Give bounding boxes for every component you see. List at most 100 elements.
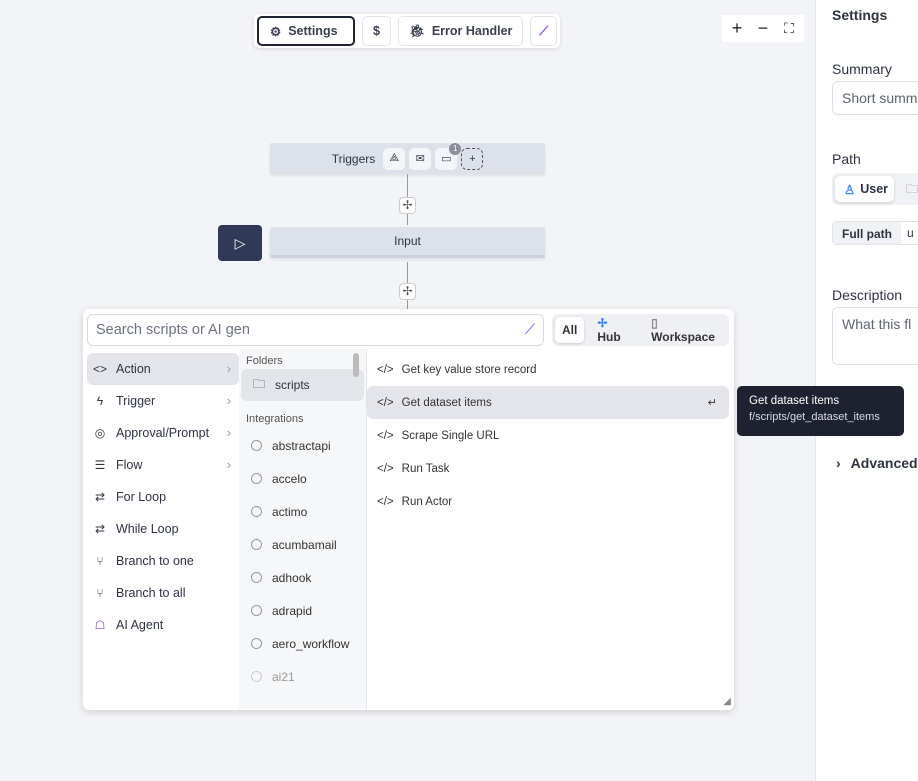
integration-item[interactable]: adhook bbox=[239, 561, 366, 594]
settings-label: Settings bbox=[288, 24, 338, 38]
integration-item[interactable]: aero_workflow bbox=[239, 627, 366, 660]
advanced-section-toggle[interactable]: › Advanced bbox=[836, 455, 918, 471]
code-icon: <> bbox=[93, 362, 108, 376]
integration-icon bbox=[251, 539, 262, 550]
full-path-field[interactable]: Full path u bbox=[832, 221, 918, 245]
hub-icon: ✢ bbox=[597, 316, 608, 330]
integrations-header: Integrations bbox=[246, 413, 304, 425]
ai-gen-icon[interactable]: ⟋ bbox=[524, 322, 535, 338]
input-label: Input bbox=[394, 234, 421, 248]
advanced-label: Advanced bbox=[850, 455, 918, 471]
workspace-icon: ▯ bbox=[651, 316, 658, 330]
integration-icon bbox=[251, 506, 262, 517]
category-label: Action bbox=[116, 362, 151, 376]
integration-icon bbox=[251, 605, 262, 616]
filter-workspace[interactable]: ▯ Workspace bbox=[644, 310, 726, 350]
insert-step-button[interactable]: ✢ bbox=[399, 283, 416, 300]
folders-header: Folders bbox=[246, 355, 283, 367]
trigger-count-badge: 1 bbox=[449, 142, 462, 155]
search-input[interactable]: Search scripts or AI gen ⟋ bbox=[87, 314, 544, 346]
webhook-icon[interactable]: ⟁ bbox=[383, 147, 406, 170]
script-item[interactable]: </> Get dataset items ↵ bbox=[367, 386, 729, 419]
category-action[interactable]: <> Action › bbox=[87, 353, 239, 385]
script-tooltip: Get dataset items f/scripts/get_dataset_… bbox=[737, 386, 904, 436]
scrollbar-thumb[interactable] bbox=[353, 353, 359, 377]
script-label: Get dataset items bbox=[401, 396, 492, 409]
check-circle-icon: ◎ bbox=[94, 426, 106, 440]
description-label: Description bbox=[832, 287, 903, 303]
resize-handle[interactable]: ◢ bbox=[723, 696, 731, 707]
script-list: </> Get key value store record </> Get dat… bbox=[367, 353, 729, 518]
flow-canvas: ⚙ Settings $ 🐞︎ Error Handler ⟋ + − ⛶ Trig… bbox=[83, 14, 804, 710]
category-trigger[interactable]: ϟ Trigger › bbox=[87, 385, 239, 417]
error-handler-label: Error Handler bbox=[431, 24, 513, 38]
integration-icon bbox=[251, 473, 262, 484]
integration-item[interactable]: adrapid bbox=[239, 594, 366, 627]
category-label: While Loop bbox=[116, 522, 179, 536]
description-input[interactable]: What this fl bbox=[832, 307, 918, 365]
branch-icon: ⑂ bbox=[96, 586, 104, 600]
category-branch-all[interactable]: ⑂ Branch to all bbox=[87, 577, 239, 609]
category-ai-agent[interactable]: ☖ AI Agent bbox=[87, 609, 239, 641]
fit-view-button[interactable]: ⛶ bbox=[784, 20, 794, 36]
integration-item[interactable]: accelo bbox=[239, 462, 366, 495]
zoom-out-button[interactable]: − bbox=[757, 18, 769, 38]
category-while-loop[interactable]: ⇄ While Loop bbox=[87, 513, 239, 545]
enter-key-icon: ↵ bbox=[707, 397, 717, 409]
pricing-button[interactable]: $ bbox=[362, 16, 391, 46]
menu-icon: ☰ bbox=[94, 458, 106, 472]
zoom-in-button[interactable]: + bbox=[731, 18, 743, 38]
test-flow-button[interactable]: ▷ bbox=[218, 225, 262, 261]
calendar-icon[interactable]: ▭ 1 bbox=[435, 142, 462, 170]
summary-input[interactable]: Short summ bbox=[832, 81, 918, 115]
repeat-icon: ⇄ bbox=[94, 522, 106, 536]
integration-item[interactable]: abstractapi bbox=[239, 429, 366, 462]
user-tab[interactable]: ♙ User bbox=[835, 176, 894, 202]
integration-item[interactable]: ai21 bbox=[239, 660, 366, 693]
integration-icon bbox=[251, 671, 262, 682]
integration-item[interactable]: actimo bbox=[239, 495, 366, 528]
filter-all[interactable]: All bbox=[555, 317, 585, 343]
code-icon: </> bbox=[377, 429, 394, 442]
integration-label: ai21 bbox=[272, 669, 295, 684]
input-node[interactable]: Input bbox=[270, 227, 545, 258]
ai-wand-button[interactable]: ⟋ bbox=[530, 16, 558, 46]
scrollbar[interactable] bbox=[353, 353, 359, 709]
mail-icon[interactable]: ✉ bbox=[409, 147, 432, 170]
script-label: Scrape Single URL bbox=[401, 429, 500, 442]
insert-step-button[interactable]: ✢ bbox=[399, 197, 416, 214]
folder-icon[interactable]: 🗀 bbox=[906, 182, 918, 196]
filter-hub[interactable]: ✢ Hub bbox=[590, 310, 638, 350]
chevron-right-icon: › bbox=[836, 455, 841, 471]
category-label: AI Agent bbox=[116, 618, 164, 632]
category-label: Approval/Prompt bbox=[116, 426, 210, 440]
zoom-controls: + − ⛶ bbox=[722, 15, 804, 42]
integration-icon bbox=[251, 440, 262, 451]
full-path-label: Full path bbox=[833, 222, 901, 244]
script-item[interactable]: </> Run Task bbox=[367, 452, 729, 485]
script-item[interactable]: </> Run Actor bbox=[367, 485, 729, 518]
bot-icon: ☖ bbox=[94, 618, 106, 632]
chevron-right-icon: › bbox=[226, 394, 231, 408]
gear-icon: ⚙ bbox=[270, 24, 282, 39]
user-icon: ♙ bbox=[844, 182, 856, 197]
category-approval[interactable]: ◎ Approval/Prompt › bbox=[87, 417, 239, 449]
source-filter: All ✢ Hub ▯ Workspace bbox=[552, 314, 729, 346]
code-icon: </> bbox=[377, 495, 394, 508]
category-flow[interactable]: ☰ Flow › bbox=[87, 449, 239, 481]
category-label: Branch to one bbox=[116, 554, 194, 568]
user-tab-label: User bbox=[860, 182, 889, 196]
integration-label: abstractapi bbox=[272, 438, 331, 453]
script-item[interactable]: </> Get key value store record bbox=[367, 353, 729, 386]
folder-item[interactable]: 🗀 scripts bbox=[241, 369, 364, 401]
script-label: Run Actor bbox=[401, 495, 453, 508]
category-for-loop[interactable]: ⇄ For Loop bbox=[87, 481, 239, 513]
integration-icon bbox=[251, 572, 262, 583]
settings-button[interactable]: ⚙ Settings bbox=[257, 16, 355, 46]
integration-item[interactable]: acumbamail bbox=[239, 528, 366, 561]
error-handler-button[interactable]: 🐞︎ Error Handler bbox=[397, 16, 524, 46]
script-item[interactable]: </> Scrape Single URL bbox=[367, 419, 729, 452]
triggers-node[interactable]: Triggers ⟁ ✉ ▭ 1 + bbox=[270, 142, 545, 174]
category-branch-one[interactable]: ⑂ Branch to one bbox=[87, 545, 239, 577]
add-trigger-button[interactable]: + bbox=[461, 147, 484, 170]
